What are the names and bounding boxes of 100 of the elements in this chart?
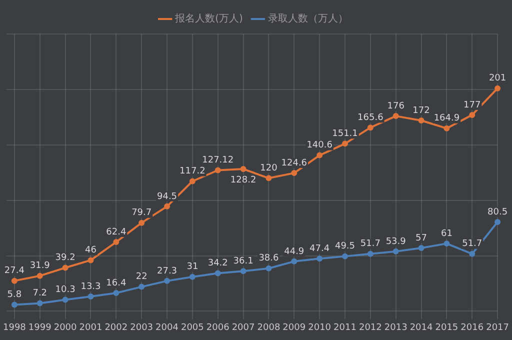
point xyxy=(469,112,476,118)
point xyxy=(240,166,246,172)
data-label: 36.1 xyxy=(233,256,254,267)
point xyxy=(494,218,501,225)
x-tick-label: 2002 xyxy=(104,322,128,333)
point xyxy=(88,257,94,264)
x-tick-label: 2008 xyxy=(257,322,280,333)
point xyxy=(367,250,374,257)
point xyxy=(138,220,145,226)
point xyxy=(62,264,68,271)
point xyxy=(164,203,170,210)
point xyxy=(316,256,323,262)
x-tick-label: 2001 xyxy=(79,322,102,333)
x-tick-label: 2012 xyxy=(358,322,382,333)
point xyxy=(164,278,170,284)
point xyxy=(444,125,450,132)
data-label: 46 xyxy=(85,246,97,256)
data-label: 13.3 xyxy=(80,282,101,292)
data-label: 53.9 xyxy=(386,236,406,247)
data-label: 57 xyxy=(416,233,427,244)
data-label: 140.6 xyxy=(306,140,333,151)
x-tick-label: 2000 xyxy=(54,322,78,333)
data-label: 79.7 xyxy=(132,208,152,218)
x-tick-label: 2004 xyxy=(156,322,179,333)
data-label: 5.8 xyxy=(7,290,22,300)
point xyxy=(88,293,94,300)
legend-label: 录取人数（万人） xyxy=(268,14,348,25)
data-label: 61 xyxy=(440,228,452,239)
data-label: 31.9 xyxy=(30,261,50,272)
point xyxy=(367,124,374,131)
point xyxy=(291,170,298,176)
point xyxy=(36,300,43,306)
data-label: 27.4 xyxy=(4,266,25,276)
x-tick-label: 2005 xyxy=(180,322,204,333)
data-label: 34.2 xyxy=(208,258,228,269)
data-label: 7.2 xyxy=(32,288,48,299)
point xyxy=(342,140,348,147)
point xyxy=(392,113,399,120)
data-label: 44.9 xyxy=(284,246,304,257)
point xyxy=(11,278,18,284)
data-label: 49.5 xyxy=(334,242,356,252)
data-label: 16.4 xyxy=(106,278,126,288)
x-tick-label: 2009 xyxy=(282,322,306,333)
data-label: 172 xyxy=(412,106,430,116)
point xyxy=(240,268,246,274)
point xyxy=(113,239,120,246)
point xyxy=(469,250,476,257)
data-label: 22 xyxy=(136,272,148,282)
data-label: 120 xyxy=(260,163,278,174)
data-label: 51.7 xyxy=(462,239,482,250)
point xyxy=(113,290,120,296)
point xyxy=(266,265,272,272)
data-label: 94.5 xyxy=(156,192,178,202)
point xyxy=(418,117,424,124)
data-label: 38.6 xyxy=(258,254,280,264)
data-label: 62.4 xyxy=(106,227,126,238)
point xyxy=(392,248,399,254)
data-label: 39.2 xyxy=(55,253,76,264)
legend-label: 报名人数(万人) xyxy=(174,12,243,25)
data-label: 47.4 xyxy=(310,244,330,254)
point xyxy=(444,240,450,247)
point xyxy=(189,178,196,184)
x-tick-label: 2011 xyxy=(334,322,356,333)
point xyxy=(266,175,272,182)
x-tick-label: 2007 xyxy=(232,322,255,333)
x-tick-label: 2013 xyxy=(384,322,408,333)
data-label: 177 xyxy=(464,100,481,110)
x-tick-label: 2017 xyxy=(486,322,509,333)
data-label: 201 xyxy=(488,74,506,84)
x-tick-label: 1998 xyxy=(3,322,26,333)
point xyxy=(291,258,298,264)
data-label: 31 xyxy=(186,262,198,272)
data-label: 164.9 xyxy=(434,114,460,124)
data-label: 124.6 xyxy=(281,158,308,168)
x-tick-label: 2016 xyxy=(460,322,484,333)
x-tick-label: 2006 xyxy=(206,322,230,333)
point xyxy=(214,167,221,174)
point xyxy=(494,85,501,92)
x-tick-label: 2003 xyxy=(130,322,154,333)
data-label: 151.1 xyxy=(332,129,358,140)
point xyxy=(138,284,145,290)
x-tick-label: 1999 xyxy=(28,322,52,333)
x-tick-label: 2014 xyxy=(410,322,433,333)
point xyxy=(189,274,196,280)
point xyxy=(342,253,348,260)
data-label: 117.2 xyxy=(180,166,206,177)
point xyxy=(62,296,68,303)
data-label: 165.6 xyxy=(358,112,384,123)
data-label: 51.7 xyxy=(360,239,380,250)
data-label: 128.2 xyxy=(230,175,256,186)
point xyxy=(418,245,424,251)
data-label: 127.12 xyxy=(202,156,234,166)
x-tick-label: 2010 xyxy=(308,322,332,333)
point xyxy=(11,302,18,308)
point xyxy=(316,152,323,158)
point xyxy=(36,272,43,279)
point xyxy=(214,270,221,276)
x-tick-label: 2015 xyxy=(435,322,458,333)
data-label: 176 xyxy=(387,101,405,112)
data-label: 27.3 xyxy=(156,266,178,276)
